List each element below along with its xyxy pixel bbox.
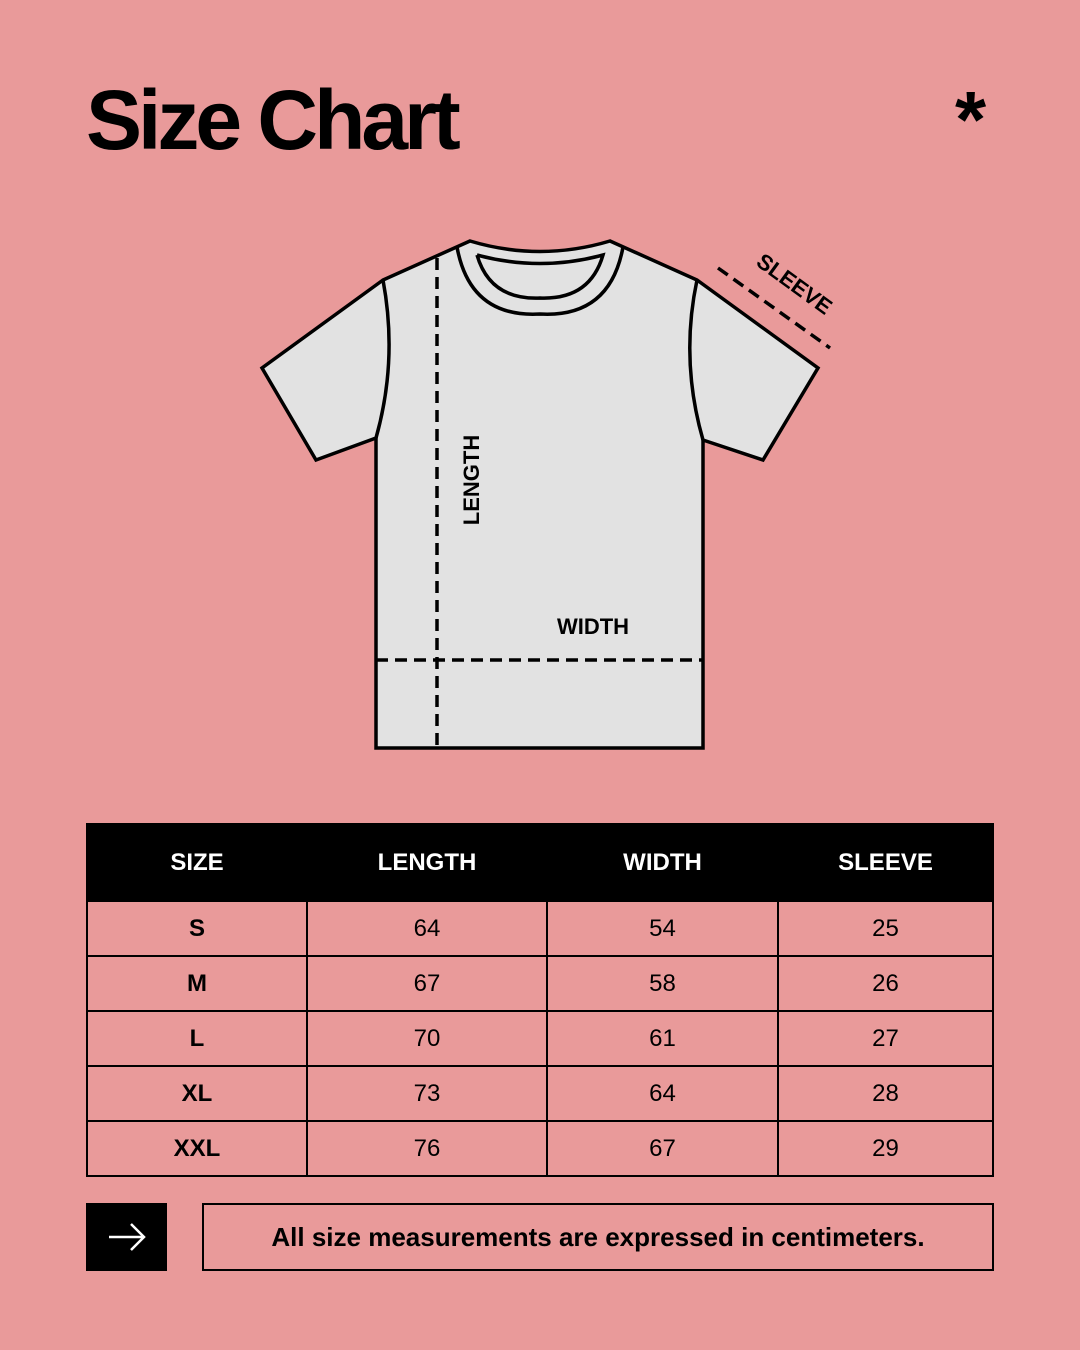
size-table: SIZE LENGTH WIDTH SLEEVE S 64 54 25 M 67 58 26 L… <box>86 823 994 1177</box>
header-size: SIZE <box>86 823 308 902</box>
asterisk-icon: * <box>955 75 987 164</box>
cell-length: 76 <box>306 1120 548 1177</box>
cell-sleeve: 26 <box>777 955 994 1012</box>
collar-inner <box>475 252 606 300</box>
cell-size: XXL <box>86 1120 308 1177</box>
table-row: S 64 54 25 <box>86 900 994 957</box>
header-sleeve: SLEEVE <box>777 823 994 902</box>
table-row: XL 73 64 28 <box>86 1065 994 1122</box>
width-label: WIDTH <box>557 614 629 639</box>
cell-size: L <box>86 1010 308 1067</box>
tshirt-diagram: LENGTH WIDTH SLEEVE <box>259 239 837 750</box>
cell-width: 54 <box>546 900 779 957</box>
cell-sleeve: 28 <box>777 1065 994 1122</box>
sleeve-label: SLEEVE <box>752 248 837 319</box>
cell-length: 73 <box>306 1065 548 1122</box>
table-row: XXL 76 67 29 <box>86 1120 994 1177</box>
cell-sleeve: 29 <box>777 1120 994 1177</box>
sleeve-line <box>716 266 832 350</box>
page-title: Size Chart <box>86 73 461 167</box>
header-width: WIDTH <box>546 823 779 902</box>
arrow-right-icon <box>108 1223 146 1251</box>
cell-length: 64 <box>306 900 548 957</box>
next-button[interactable] <box>86 1203 167 1271</box>
cell-width: 67 <box>546 1120 779 1177</box>
cell-size: M <box>86 955 308 1012</box>
armhole-left <box>374 279 391 439</box>
table-row: M 67 58 26 <box>86 955 994 1012</box>
length-label: LENGTH <box>459 435 484 525</box>
armhole-right <box>688 279 705 441</box>
header-length: LENGTH <box>306 823 548 902</box>
cell-size: S <box>86 900 308 957</box>
collar-outer <box>455 246 625 316</box>
cell-width: 64 <box>546 1065 779 1122</box>
cell-sleeve: 27 <box>777 1010 994 1067</box>
cell-sleeve: 25 <box>777 900 994 957</box>
cell-length: 67 <box>306 955 548 1012</box>
units-note: All size measurements are expressed in c… <box>202 1203 994 1271</box>
cell-width: 58 <box>546 955 779 1012</box>
cell-width: 61 <box>546 1010 779 1067</box>
table-row: L 70 61 27 <box>86 1010 994 1067</box>
cell-length: 70 <box>306 1010 548 1067</box>
tshirt-outline <box>259 239 821 750</box>
cell-size: XL <box>86 1065 308 1122</box>
